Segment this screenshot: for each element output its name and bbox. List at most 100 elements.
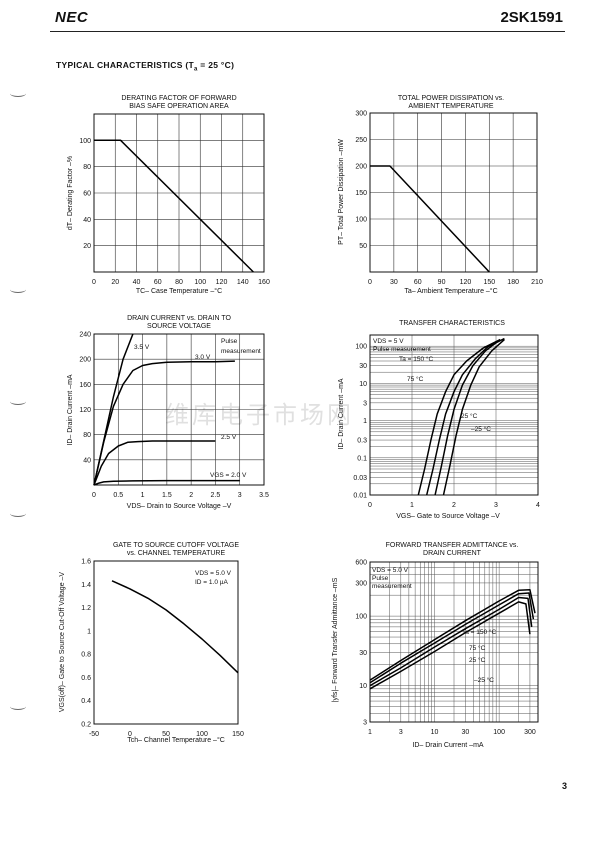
- series-line: [93, 479, 240, 486]
- y-tick-label: 3: [363, 720, 367, 727]
- y-tick-label: 100: [355, 344, 367, 351]
- chart-annotation: VDS = 5.0 V: [372, 567, 409, 574]
- x-tick-label: 0: [368, 279, 372, 286]
- y-tick-label: 1.2: [81, 605, 91, 612]
- x-tick-label: 120: [460, 279, 472, 286]
- x-tick-label: 80: [175, 279, 183, 286]
- series-line: [370, 165, 490, 273]
- y-tick-label: 1.6: [81, 559, 91, 566]
- y-tick-label: 20: [83, 243, 91, 250]
- y-tick-label: 80: [83, 432, 91, 439]
- chart-annotation: VDS = 5.0 V: [195, 570, 232, 577]
- chart-annotation: measurement: [221, 348, 261, 355]
- chart-title: BIAS SAFE OPERATION AREA: [129, 103, 229, 110]
- x-tick-label: 1.5: [162, 492, 172, 499]
- y-axis-label: |yfs|– Forward Transfer Admittance –mS: [332, 577, 339, 702]
- series-line: [93, 360, 235, 486]
- y-tick-label: 0.3: [357, 438, 367, 445]
- series-line: [94, 139, 254, 273]
- x-tick-label: 2.5: [211, 492, 221, 499]
- chart-title: DERATING FACTOR OF FORWARD: [121, 95, 236, 102]
- y-tick-label: 30: [359, 650, 367, 657]
- x-tick-label: 90: [438, 279, 446, 286]
- plot-frame: [369, 561, 539, 723]
- x-tick-label: 3: [399, 729, 403, 736]
- y-tick-label: 1: [363, 418, 367, 425]
- x-tick-label: 10: [431, 729, 439, 736]
- binder-hole-mark: [10, 703, 26, 710]
- series-line: [442, 339, 505, 496]
- series-line: [369, 596, 533, 687]
- series-label: 3.5 V: [134, 344, 150, 351]
- y-tick-label: 600: [355, 560, 367, 567]
- plot-frame: [93, 333, 265, 486]
- y-tick-label: 100: [79, 138, 91, 145]
- x-axis-label: VGS– Gate to Source Voltage –V: [396, 513, 500, 520]
- x-tick-label: 0: [128, 731, 132, 738]
- y-tick-label: 0.6: [81, 675, 91, 682]
- series-line: [369, 592, 535, 684]
- x-tick-label: 0.5: [113, 492, 123, 499]
- chart-title: TRANSFER CHARACTERISTICS: [399, 320, 505, 327]
- y-axis-label: PT– Total Power Dissipation –mW: [338, 139, 345, 245]
- chart-annotation: ID = 1.0 µA: [195, 579, 228, 586]
- x-tick-label: 150: [232, 731, 244, 738]
- y-tick-label: 200: [355, 164, 367, 171]
- y-tick-label: 40: [83, 457, 91, 464]
- y-tick-label: 0.4: [81, 698, 91, 705]
- y-tick-label: 120: [79, 407, 91, 414]
- y-tick-label: 10: [359, 381, 367, 388]
- series-label: 75 °C: [407, 375, 424, 383]
- y-tick-label: 100: [355, 217, 367, 224]
- y-tick-label: 0.01: [353, 493, 367, 500]
- chart-title: vs. CHANNEL TEMPERATURE: [127, 550, 226, 557]
- x-tick-label: 60: [414, 279, 422, 286]
- y-tick-label: 150: [355, 190, 367, 197]
- series-line: [111, 580, 239, 674]
- series-label: Ta = 150 °C: [399, 355, 434, 363]
- series-label: VGS = 2.0 V: [210, 472, 247, 479]
- x-tick-label: -50: [89, 731, 99, 738]
- header-rule: [50, 31, 565, 32]
- y-tick-label: 1.4: [81, 582, 91, 589]
- series-line: [369, 588, 536, 681]
- x-tick-label: 140: [237, 279, 249, 286]
- series-label: 2.5 V: [221, 434, 237, 441]
- x-axis-label: TC– Case Temperature –°C: [136, 287, 222, 295]
- chart-title: TOTAL POWER DISSIPATION vs.: [398, 95, 504, 102]
- x-tick-label: 180: [507, 279, 519, 286]
- x-tick-label: 30: [461, 729, 469, 736]
- y-tick-label: 50: [359, 243, 367, 250]
- plot-frame: [93, 560, 239, 725]
- y-tick-label: 100: [355, 614, 367, 621]
- chart-title: DRAIN CURRENT: [423, 550, 482, 557]
- y-tick-label: 80: [83, 164, 91, 171]
- y-tick-label: 0.8: [81, 652, 91, 659]
- series-line: [434, 339, 501, 496]
- y-tick-label: 240: [79, 332, 91, 339]
- series-label: 25 °C: [461, 412, 478, 420]
- plot-frame: [93, 113, 265, 273]
- x-tick-label: 0: [368, 502, 372, 509]
- x-tick-label: 160: [258, 279, 270, 286]
- binder-hole-mark: [10, 90, 26, 97]
- y-tick-label: 250: [355, 137, 367, 144]
- y-tick-label: 30: [359, 363, 367, 370]
- y-tick-label: 0.03: [353, 475, 367, 482]
- series-line: [93, 440, 216, 486]
- y-tick-label: 1: [87, 628, 91, 635]
- chart-title: DRAIN CURRENT vs. DRAIN TO: [127, 315, 231, 322]
- chart-annotation: measurement: [372, 583, 412, 590]
- x-tick-label: 2: [189, 492, 193, 499]
- x-axis-label: ID– Drain Current –mA: [412, 742, 484, 749]
- y-tick-label: 3: [363, 400, 367, 407]
- chart-annotation: Pulse: [221, 338, 238, 345]
- x-tick-label: 4: [536, 502, 540, 509]
- x-tick-label: 100: [196, 731, 208, 738]
- series-line: [369, 601, 531, 690]
- x-tick-label: 30: [390, 279, 398, 286]
- y-axis-label: ID– Drain Current –mA: [338, 378, 345, 450]
- page-number: 3: [561, 781, 567, 791]
- series-line: [425, 337, 505, 496]
- binder-hole-mark: [10, 510, 26, 517]
